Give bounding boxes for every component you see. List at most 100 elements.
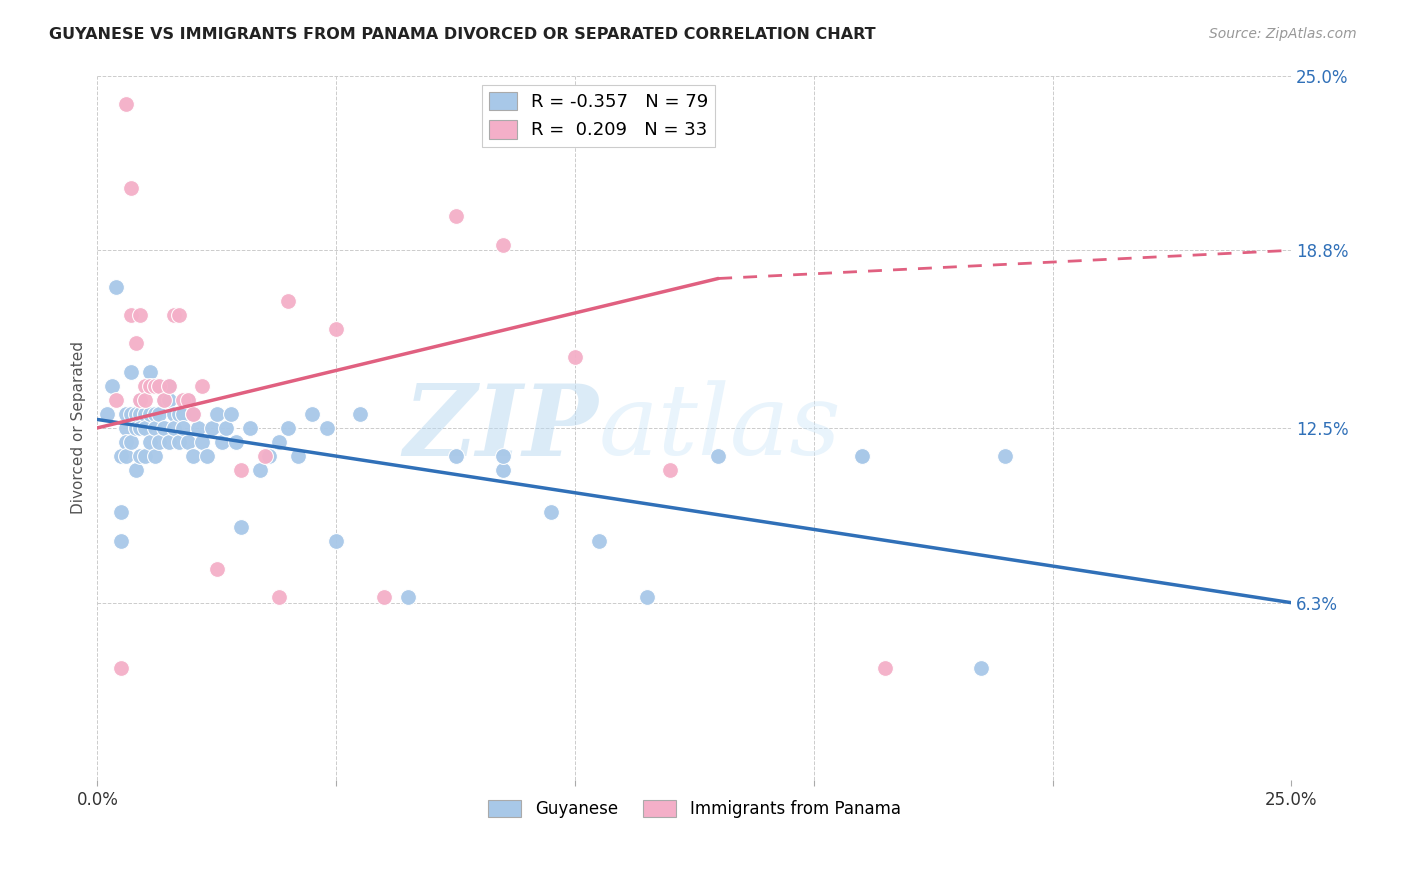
Point xyxy=(177,435,200,450)
Point xyxy=(153,392,176,407)
Point xyxy=(851,449,873,463)
Point xyxy=(139,365,162,379)
Point xyxy=(492,449,515,463)
Point xyxy=(181,449,204,463)
Point xyxy=(659,463,682,477)
Point xyxy=(129,421,152,435)
Point xyxy=(124,336,146,351)
Point xyxy=(181,407,204,421)
Point xyxy=(851,449,873,463)
Point xyxy=(172,407,194,421)
Point xyxy=(96,407,118,421)
Point xyxy=(148,407,170,421)
Point xyxy=(129,449,152,463)
Point xyxy=(267,590,290,604)
Point xyxy=(139,435,162,450)
Point xyxy=(134,407,156,421)
Point xyxy=(349,407,371,421)
Point xyxy=(267,435,290,450)
Point xyxy=(253,449,276,463)
Point xyxy=(564,351,586,365)
Point xyxy=(157,392,180,407)
Point xyxy=(249,463,271,477)
Point xyxy=(325,533,347,548)
Point xyxy=(110,660,132,674)
Point xyxy=(139,378,162,392)
Point xyxy=(120,181,142,195)
Point xyxy=(229,463,252,477)
Point xyxy=(143,421,166,435)
Point xyxy=(167,407,190,421)
Point xyxy=(219,407,242,421)
Point xyxy=(301,407,323,421)
Point xyxy=(636,590,658,604)
Point xyxy=(115,421,138,435)
Point xyxy=(157,435,180,450)
Point xyxy=(143,407,166,421)
Point xyxy=(172,421,194,435)
Text: Source: ZipAtlas.com: Source: ZipAtlas.com xyxy=(1209,27,1357,41)
Point xyxy=(163,421,186,435)
Point xyxy=(167,308,190,322)
Point xyxy=(396,590,419,604)
Point xyxy=(259,449,281,463)
Point xyxy=(277,293,299,308)
Point xyxy=(875,660,897,674)
Point xyxy=(157,378,180,392)
Point xyxy=(277,421,299,435)
Point xyxy=(134,449,156,463)
Point xyxy=(134,378,156,392)
Point xyxy=(115,449,138,463)
Point xyxy=(115,407,138,421)
Point xyxy=(134,392,156,407)
Point xyxy=(148,378,170,392)
Legend: Guyanese, Immigrants from Panama: Guyanese, Immigrants from Panama xyxy=(481,793,907,825)
Point xyxy=(129,392,152,407)
Point xyxy=(373,590,395,604)
Point xyxy=(195,449,218,463)
Point xyxy=(110,449,132,463)
Point xyxy=(492,237,515,252)
Point xyxy=(163,407,186,421)
Point xyxy=(139,407,162,421)
Text: ZIP: ZIP xyxy=(404,380,599,476)
Point xyxy=(110,506,132,520)
Point xyxy=(148,378,170,392)
Point xyxy=(994,449,1017,463)
Point xyxy=(115,96,138,111)
Point xyxy=(187,421,209,435)
Point xyxy=(100,378,122,392)
Point xyxy=(205,407,228,421)
Text: GUYANESE VS IMMIGRANTS FROM PANAMA DIVORCED OR SEPARATED CORRELATION CHART: GUYANESE VS IMMIGRANTS FROM PANAMA DIVOR… xyxy=(49,27,876,42)
Point xyxy=(201,421,224,435)
Point xyxy=(163,308,186,322)
Point xyxy=(115,435,138,450)
Point xyxy=(177,392,200,407)
Point xyxy=(191,378,214,392)
Point xyxy=(157,378,180,392)
Text: atlas: atlas xyxy=(599,380,842,475)
Point xyxy=(540,506,562,520)
Point xyxy=(287,449,309,463)
Point xyxy=(124,463,146,477)
Point xyxy=(110,533,132,548)
Point xyxy=(315,421,337,435)
Point xyxy=(167,435,190,450)
Point xyxy=(181,407,204,421)
Point xyxy=(177,392,200,407)
Point xyxy=(492,463,515,477)
Point xyxy=(707,449,730,463)
Point xyxy=(444,210,467,224)
Point xyxy=(129,308,152,322)
Point xyxy=(215,421,238,435)
Point xyxy=(134,421,156,435)
Point xyxy=(143,449,166,463)
Y-axis label: Divorced or Separated: Divorced or Separated xyxy=(72,342,86,515)
Point xyxy=(148,435,170,450)
Point xyxy=(105,280,128,294)
Point xyxy=(325,322,347,336)
Point xyxy=(211,435,233,450)
Point xyxy=(229,519,252,533)
Point xyxy=(205,562,228,576)
Point xyxy=(153,421,176,435)
